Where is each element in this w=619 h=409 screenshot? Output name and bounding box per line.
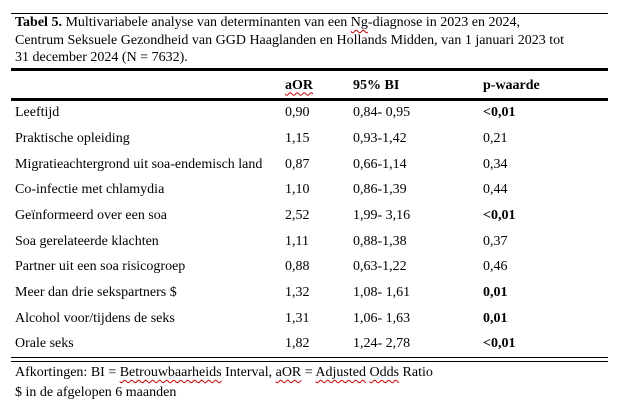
aor-value: 1,82 (285, 336, 310, 352)
row-label: Leeftijd (15, 105, 60, 121)
misspelled-word: Betrouwbaarheids (119, 365, 222, 380)
aor-value: 1,31 (285, 310, 310, 326)
p-value: 0,44 (483, 182, 508, 198)
table-row: Orale seks 1,82 1,24- 2,78 <0,01 (15, 331, 608, 357)
row-label: Orale seks (15, 336, 74, 352)
misspelled-word: aOR (275, 365, 302, 380)
row-label: Alcohol voor/tijdens de seks (15, 310, 175, 326)
ci-value: 0,84- 0,95 (353, 105, 411, 121)
column-header-bi: 95% BI (353, 77, 400, 93)
ci-value: 1,24- 2,78 (353, 336, 411, 352)
ci-value: 0,88-1,38 (353, 233, 407, 249)
aor-value: 0,87 (285, 156, 310, 172)
p-value: 0,01 (483, 284, 508, 300)
table-row: Praktische opleiding 1,15 0,93-1,42 0,21 (15, 126, 608, 152)
footnote-dollar: $ in de afgelopen 6 maanden (15, 384, 177, 400)
table-row: Co-infectie met chlamydia 1,10 0,86-1,39… (15, 178, 608, 204)
footnote-text-segment: Ratio (399, 365, 433, 380)
ci-value: 1,99- 3,16 (353, 207, 411, 223)
p-value: 0,37 (483, 233, 508, 249)
p-value: 0,21 (483, 131, 508, 147)
row-label: Migratieachtergrond uit soa-endemisch la… (15, 156, 263, 172)
table-body: Leeftijd 0,90 0,84- 0,95 <0,01 Praktisch… (15, 101, 608, 357)
header-top-rule (11, 68, 608, 71)
aor-value: 1,32 (285, 284, 310, 300)
ci-value: 0,86-1,39 (353, 182, 407, 198)
ci-value: 1,06- 1,63 (353, 310, 411, 326)
title-text-segment: -diagnose in 2023 en 2024, (367, 15, 520, 30)
row-label: Praktische opleiding (15, 131, 130, 147)
aor-value: 0,88 (285, 259, 310, 275)
footnote-text-segment: Afkortingen: BI = (15, 365, 120, 380)
footnote-abbreviations: Afkortingen: BI = Betrouwbaarheids Inter… (15, 363, 611, 383)
table-row: Geïnformeerd over een soa 2,52 1,99- 3,1… (15, 203, 608, 229)
footnote-text-segment: Interval, (221, 365, 276, 380)
table-row: Meer dan drie sekspartners $ 1,32 1,08- … (15, 280, 608, 306)
misspelled-word: Odds (369, 365, 400, 380)
p-value: <0,01 (483, 336, 516, 352)
ci-value: 0,66-1,14 (353, 156, 407, 172)
row-label: Co-infectie met chlamydia (15, 182, 165, 198)
row-label: Partner uit een soa risicogroep (15, 259, 186, 275)
footnote-text-segment: = (301, 365, 316, 380)
title-table-number: Tabel 5. (15, 15, 62, 30)
title-text-segment: Multivariabele analyse van determinanten… (61, 15, 351, 30)
column-header-aor: aOR (285, 77, 313, 93)
misspelled-word: Ng (350, 15, 368, 30)
row-label: Soa gerelateerde klachten (15, 233, 159, 249)
ci-value: 0,93-1,42 (353, 131, 407, 147)
p-value: <0,01 (483, 105, 516, 121)
aor-value: 1,10 (285, 182, 310, 198)
aor-value: 0,90 (285, 105, 310, 121)
table-title: Tabel 5. Multivariabele analyse van dete… (15, 14, 611, 67)
p-value: 0,46 (483, 259, 508, 275)
table-row: Soa gerelateerde klachten 1,11 0,88-1,38… (15, 229, 608, 255)
table-row: Partner uit een soa risicogroep 0,88 0,6… (15, 254, 608, 280)
table-bottom-double-rule-top (11, 357, 608, 359)
table-row: Leeftijd 0,90 0,84- 0,95 <0,01 (15, 101, 608, 127)
ci-value: 1,08- 1,61 (353, 284, 411, 300)
title-line-1: Tabel 5. Multivariabele analyse van dete… (15, 14, 611, 32)
title-top-rule (11, 13, 608, 15)
footnotes: Afkortingen: BI = Betrouwbaarheids Inter… (15, 363, 611, 402)
table-header-row: aOR 95% BI p-waarde (15, 73, 608, 98)
aor-value: 1,15 (285, 131, 310, 147)
row-label: Geïnformeerd over een soa (15, 207, 167, 223)
header-bottom-rule (11, 98, 608, 101)
aor-value: 1,11 (285, 233, 309, 249)
row-label: Meer dan drie sekspartners $ (15, 284, 177, 300)
table-bottom-double-rule-bottom (11, 361, 608, 363)
ci-value: 0,63-1,22 (353, 259, 407, 275)
misspelled-word: Adjusted (315, 365, 366, 380)
aor-value: 2,52 (285, 207, 310, 223)
table-row: Alcohol voor/tijdens de seks 1,31 1,06- … (15, 306, 608, 332)
column-header-p: p-waarde (483, 77, 540, 93)
title-line-3: 31 december 2024 (N = 7632). (15, 50, 188, 66)
p-value: 0,01 (483, 310, 508, 326)
p-value: 0,34 (483, 156, 508, 172)
title-line-2: Centrum Seksuele Gezondheid van GGD Haag… (15, 32, 564, 48)
table-row: Migratieachtergrond uit soa-endemisch la… (15, 152, 608, 178)
p-value: <0,01 (483, 207, 516, 223)
